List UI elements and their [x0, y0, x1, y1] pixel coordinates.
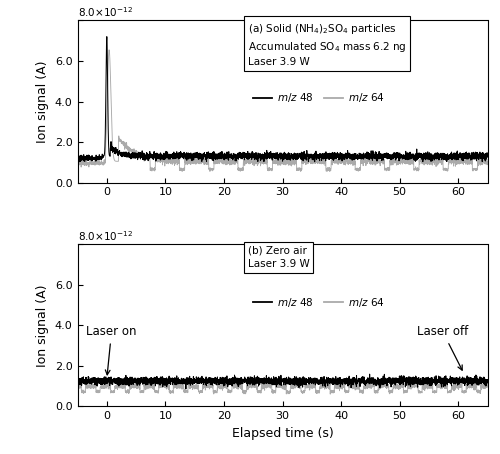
- Text: Laser off: Laser off: [417, 326, 469, 370]
- Text: $8.0{\times}10^{-12}$: $8.0{\times}10^{-12}$: [78, 5, 132, 19]
- Y-axis label: Ion signal (A): Ion signal (A): [36, 284, 50, 366]
- Text: (b) Zero air
Laser 3.9 W: (b) Zero air Laser 3.9 W: [248, 246, 310, 269]
- Text: (a) Solid (NH$_4$)$_2$SO$_4$ particles
Accumulated SO$_4$ mass 6.2 ng
Laser 3.9 : (a) Solid (NH$_4$)$_2$SO$_4$ particles A…: [248, 22, 406, 67]
- X-axis label: Elapsed time (s): Elapsed time (s): [232, 427, 334, 440]
- Legend: $m/z$ 48, $m/z$ 64: $m/z$ 48, $m/z$ 64: [253, 296, 385, 309]
- Text: $8.0{\times}10^{-12}$: $8.0{\times}10^{-12}$: [78, 229, 132, 242]
- Text: Laser on: Laser on: [86, 326, 137, 375]
- Y-axis label: Ion signal (A): Ion signal (A): [36, 60, 50, 143]
- Legend: $m/z$ 48, $m/z$ 64: $m/z$ 48, $m/z$ 64: [253, 91, 385, 104]
